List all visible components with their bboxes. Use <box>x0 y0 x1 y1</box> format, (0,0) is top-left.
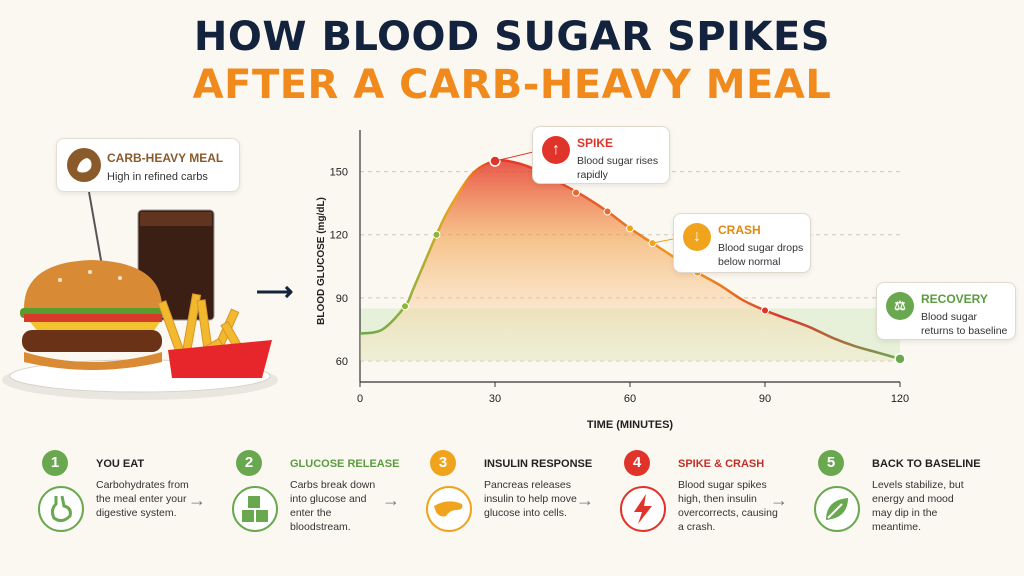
x-tick-label: 30 <box>489 393 501 405</box>
data-point <box>489 155 501 167</box>
crash-callout: ↓ CRASH Blood sugar drops below normal <box>673 213 811 273</box>
arrow-right-icon: ⟶ <box>256 276 294 306</box>
step-title: INSULIN RESPONSE <box>484 458 593 470</box>
crash-title: CRASH <box>718 223 761 237</box>
blood-glucose-chart: 60 90 120 150 0 30 60 90 120 TIME (MINUTES) BLOOD … <box>316 130 909 431</box>
glucose-cubes-icon <box>232 486 278 532</box>
step-text: Carbs break down into glucose and enter … <box>290 479 376 533</box>
step-5: 5 BACK TO BASELINE Levels stabilize, but… <box>776 448 981 568</box>
x-tick-label: 60 <box>624 393 636 405</box>
data-point <box>894 353 906 365</box>
recovery-text-line-2: returns to baseline <box>921 325 1008 337</box>
step-number: 2 <box>236 450 262 476</box>
arrow-right-icon: → <box>188 490 206 510</box>
step-3: 3 INSULIN RESPONSE Pancreas releases ins… <box>388 448 592 568</box>
step-number: 1 <box>42 450 68 476</box>
data-point <box>432 230 441 239</box>
spike-text-line-1: Blood sugar rises <box>577 155 659 167</box>
process-steps: 1 YOU EAT Carbohydrates from the meal en… <box>0 448 1024 568</box>
leaf-icon <box>814 486 860 532</box>
recovery-text-line-1: Blood sugar <box>921 311 978 323</box>
burger-fries-soda-illustration <box>2 209 278 400</box>
y-tick-label: 150 <box>330 167 348 179</box>
recovery-title: RECOVERY <box>921 292 988 306</box>
x-tick-label: 0 <box>357 393 363 405</box>
step-number: 4 <box>624 450 650 476</box>
arrow-right-icon: → <box>382 490 400 510</box>
spike-callout: ↑ SPIKE Blood sugar rises rapidly <box>532 126 670 184</box>
arrow-right-icon: → <box>770 490 788 510</box>
x-tick-label: 120 <box>891 393 909 405</box>
step-title: SPIKE & CRASH <box>678 458 765 470</box>
x-axis-label: TIME (MINUTES) <box>587 419 673 431</box>
y-axis-label: BLOOD GLUCOSE (mg/dL) <box>316 197 327 325</box>
arrow-up-icon: ↑ <box>542 136 570 164</box>
y-tick-label: 60 <box>336 356 348 368</box>
meal-subtitle: High in refined carbs <box>107 171 208 183</box>
y-tick-label: 90 <box>336 293 348 305</box>
step-text: Pancreas releases insulin to help move g… <box>484 479 577 519</box>
step-number: 5 <box>818 450 844 476</box>
step-title: BACK TO BASELINE <box>872 458 981 470</box>
data-point <box>626 224 634 233</box>
spike-text-line-2: rapidly <box>577 169 608 181</box>
step-text: Carbohydrates from the meal enter your d… <box>96 479 189 519</box>
recovery-text: Blood sugar returns to baseline <box>921 310 1007 338</box>
meal-label-card: CARB-HEAVY MEAL High in refined carbs <box>56 138 240 192</box>
data-point <box>572 188 580 197</box>
pancreas-icon <box>426 486 472 532</box>
stomach-icon <box>38 486 84 532</box>
step-text: Levels stabilize, but energy and mood ma… <box>872 479 964 533</box>
crash-text-line-1: Blood sugar drops <box>718 242 804 254</box>
spike-text: Blood sugar rises rapidly <box>577 154 658 182</box>
step-text: Blood sugar spikes high, then insulin ov… <box>678 479 778 533</box>
recovery-callout: ⚖ RECOVERY Blood sugar returns to baseli… <box>876 282 1016 340</box>
title-line-1: HOW BLOOD SUGAR SPIKES <box>193 14 831 60</box>
data-point <box>401 302 409 311</box>
step-number: 3 <box>430 450 456 476</box>
step-4: 4 SPIKE & CRASH Blood sugar spikes high,… <box>582 448 778 568</box>
scale-icon: ⚖ <box>886 292 914 320</box>
meal-title: CARB-HEAVY MEAL <box>107 151 224 165</box>
step-title: YOU EAT <box>96 458 145 470</box>
data-point <box>603 207 612 216</box>
data-point <box>761 306 769 315</box>
title-line-2: AFTER A CARB-HEAVY MEAL <box>192 62 832 108</box>
spike-title: SPIKE <box>577 136 614 150</box>
x-tick-label: 90 <box>759 393 771 405</box>
step-1: 1 YOU EAT Carbohydrates from the meal en… <box>0 448 189 568</box>
arrow-down-icon: ↓ <box>683 223 711 251</box>
crash-text: Blood sugar drops below normal <box>718 241 803 269</box>
lightning-icon <box>620 486 666 532</box>
y-tick-label: 120 <box>330 230 348 242</box>
step-title: GLUCOSE RELEASE <box>290 458 400 470</box>
arrow-right-icon: → <box>576 490 594 510</box>
food-icon <box>67 148 101 182</box>
step-2: 2 GLUCOSE RELEASE Carbs break down into … <box>194 448 399 568</box>
crash-text-line-2: below normal <box>718 256 781 268</box>
